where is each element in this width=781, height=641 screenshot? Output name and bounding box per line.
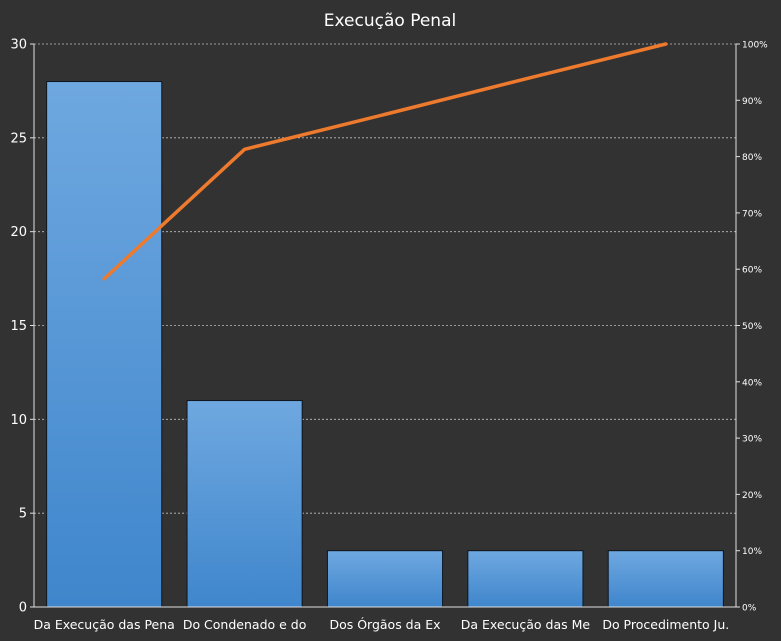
x-tick-label: Do Condenado e do bbox=[183, 617, 307, 632]
x-tick-label: Da Execução das Pena bbox=[34, 617, 175, 632]
y-tick-label: 25 bbox=[10, 131, 27, 146]
y-tick-label: 0 bbox=[19, 601, 27, 616]
bar bbox=[467, 550, 584, 608]
y2-tick-label: 80% bbox=[742, 153, 762, 163]
y2-tick-label: 60% bbox=[742, 266, 762, 276]
y-axis-ticks: 0 5 10 15 20 25 30 bbox=[10, 38, 34, 616]
y-tick-label: 30 bbox=[10, 38, 27, 53]
y2-axis-ticks: 0% 10% 20% 30% 40% 50% 60% 70% 80% 90% 100% bbox=[736, 41, 768, 614]
y2-tick-label: 10% bbox=[742, 547, 762, 557]
bars bbox=[46, 81, 724, 608]
cumulative-line bbox=[102, 42, 668, 281]
x-tick-label: Dos Órgãos da Ex bbox=[329, 617, 440, 632]
bar bbox=[607, 550, 724, 608]
y2-tick-label: 40% bbox=[742, 378, 762, 388]
x-axis-ticks: Da Execução das Pena Do Condenado e do Dos… bbox=[34, 617, 730, 632]
y-tick-label: 20 bbox=[10, 225, 27, 240]
y2-tick-label: 20% bbox=[742, 491, 762, 501]
y2-tick-label: 90% bbox=[742, 97, 762, 107]
cumulative-line-path bbox=[102, 42, 668, 281]
bar bbox=[46, 81, 163, 608]
y2-tick-label: 30% bbox=[742, 435, 762, 445]
y2-tick-label: 0% bbox=[742, 604, 757, 614]
x-tick-label: Da Execução das Me bbox=[461, 617, 591, 632]
x-tick-label: Do Procedimento Ju. bbox=[602, 617, 729, 632]
y-tick-label: 15 bbox=[10, 319, 27, 334]
y-tick-label: 5 bbox=[19, 507, 27, 522]
bar bbox=[326, 550, 444, 608]
y-tick-label: 10 bbox=[10, 413, 27, 428]
chart-title: Execução Penal bbox=[324, 11, 456, 31]
y2-tick-label: 100% bbox=[742, 41, 768, 51]
y2-tick-label: 70% bbox=[742, 209, 762, 219]
bar bbox=[186, 400, 303, 608]
y2-tick-label: 50% bbox=[742, 322, 762, 332]
